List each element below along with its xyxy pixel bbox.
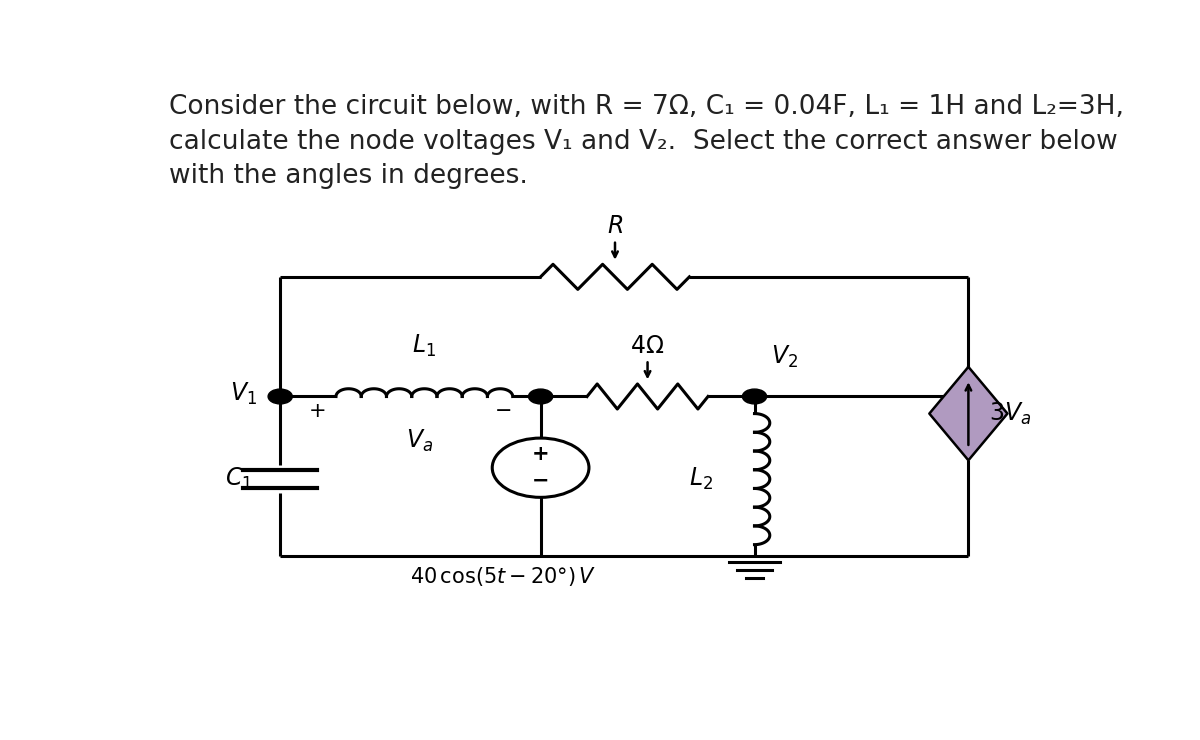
Circle shape: [528, 389, 553, 404]
Text: $L_2$: $L_2$: [689, 466, 713, 492]
Text: −: −: [532, 471, 550, 491]
Text: $3V_a$: $3V_a$: [989, 400, 1031, 427]
Circle shape: [743, 389, 767, 404]
Text: −: −: [494, 401, 512, 421]
Text: $L_1$: $L_1$: [413, 333, 437, 360]
Text: with the angles in degrees.: with the angles in degrees.: [168, 163, 528, 189]
Text: $V_1$: $V_1$: [230, 380, 257, 407]
Text: $40\,\cos(5t-20°)\,V$: $40\,\cos(5t-20°)\,V$: [410, 565, 596, 588]
Text: calculate the node voltages V₁ and V₂.  Select the correct answer below: calculate the node voltages V₁ and V₂. S…: [168, 129, 1117, 155]
Text: $R$: $R$: [607, 214, 623, 238]
Text: $V_2$: $V_2$: [772, 343, 798, 370]
Text: Consider the circuit below, with R = 7Ω, C₁ = 0.04F, L₁ = 1H and L₂=3H,: Consider the circuit below, with R = 7Ω,…: [168, 95, 1123, 121]
Text: +: +: [308, 401, 326, 421]
Text: +: +: [532, 445, 550, 465]
Text: $C_1$: $C_1$: [224, 466, 252, 492]
Polygon shape: [929, 367, 1008, 460]
Circle shape: [268, 389, 293, 404]
Text: $V_a$: $V_a$: [406, 428, 433, 454]
Text: $4\Omega$: $4\Omega$: [630, 334, 665, 357]
